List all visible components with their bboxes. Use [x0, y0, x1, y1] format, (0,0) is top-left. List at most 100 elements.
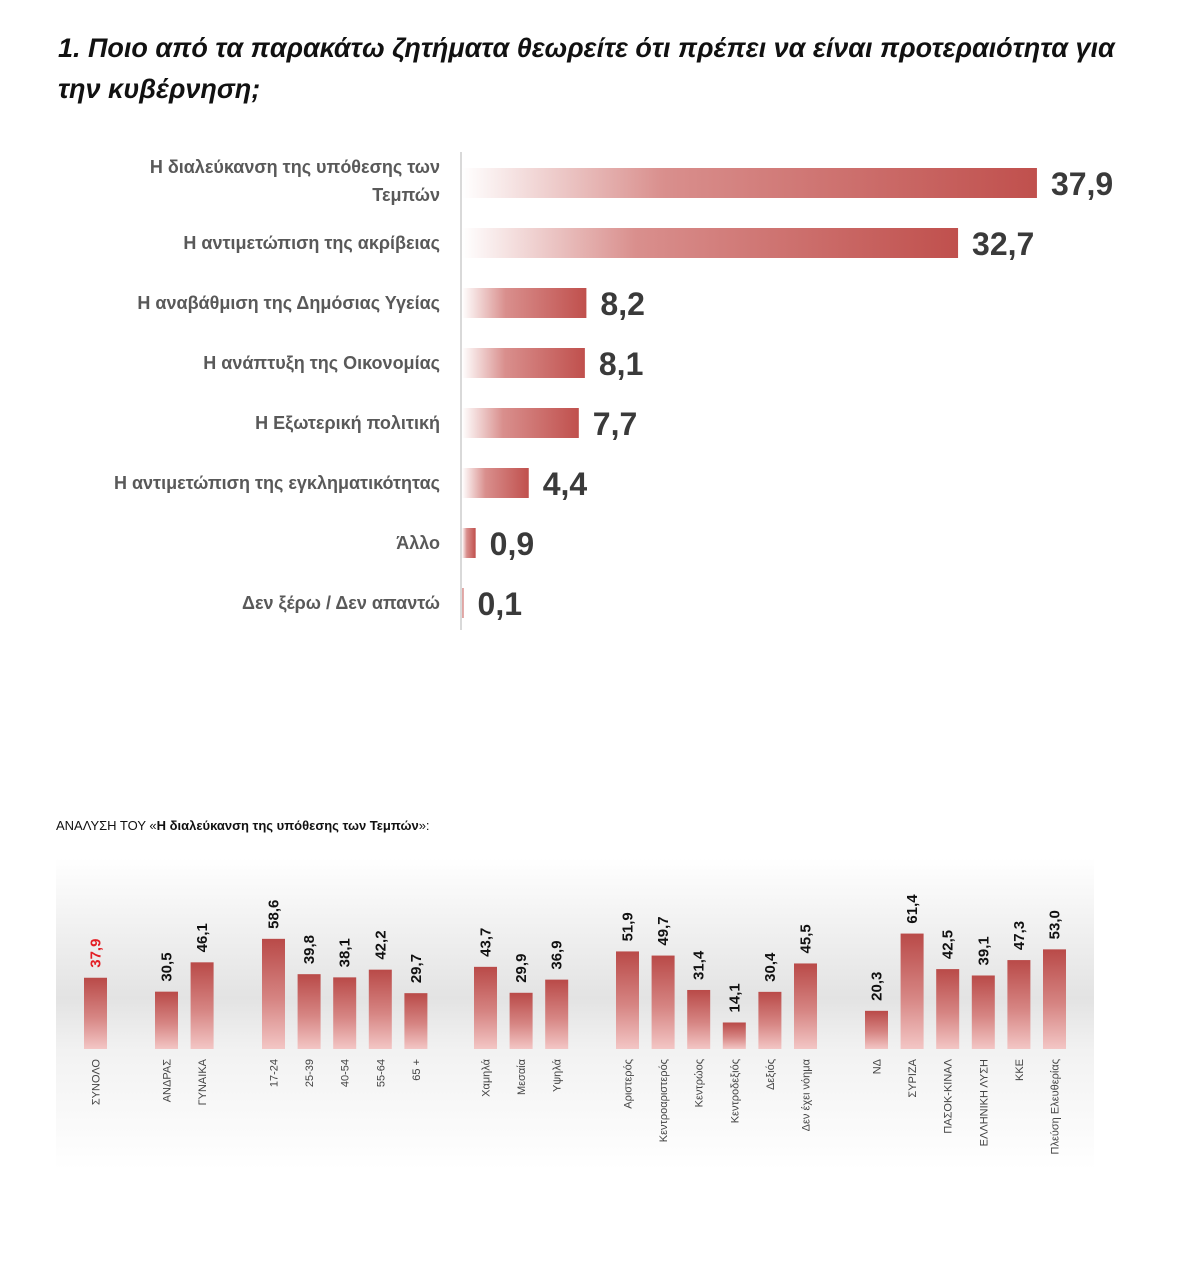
- bar-value-label: 36,9: [549, 940, 566, 969]
- bar-value-label: 42,2: [372, 930, 389, 959]
- category-label: 40-54: [340, 1059, 352, 1087]
- category-label: Άλλο: [396, 533, 440, 553]
- category-label: Δεξιός: [765, 1059, 777, 1090]
- category-label: Η αναβάθμιση της Δημόσιας Υγείας: [137, 293, 440, 313]
- category-label: Κεντροδεξιός: [729, 1059, 741, 1123]
- category-label: Η ανάπτυξη της Οικονομίας: [203, 353, 440, 374]
- bar-value-label: 32,7: [972, 226, 1034, 262]
- category-label: ΕΛΛΗΝΙΚΗ ΛΥΣΗ: [978, 1059, 990, 1146]
- category-label: Μεσαία: [516, 1058, 528, 1095]
- bar-value-label: 31,4: [691, 950, 708, 980]
- bar: [462, 468, 529, 498]
- bar: [971, 975, 995, 1049]
- bar: [722, 1022, 746, 1049]
- breakdown-subtitle-suffix: »:: [418, 818, 430, 833]
- bar: [297, 974, 321, 1049]
- bar-value-label: 14,1: [726, 983, 743, 1012]
- bar-value-label: 0,9: [490, 526, 534, 562]
- bar-value-label: 53,0: [1047, 910, 1064, 939]
- category-label: ΓΥΝΑΙΚΑ: [197, 1058, 209, 1105]
- bar-value-label: 4,4: [543, 466, 588, 502]
- bar-value-label: 42,5: [940, 930, 957, 959]
- category-label: Δεν ξέρω / Δεν απαντώ: [242, 593, 440, 614]
- category-label: Η αντιμετώπιση της ακρίβειας: [183, 233, 440, 253]
- bar-value-label: 8,2: [600, 286, 644, 322]
- bar: [936, 969, 960, 1049]
- bar-value-label: 38,1: [337, 938, 354, 967]
- breakdown-subtitle-topic: Η διαλεύκανση της υπόθεσης των Τεμπών: [156, 818, 419, 833]
- category-label: 65 +: [411, 1059, 423, 1081]
- bar: [84, 977, 107, 1049]
- category-label: ΠΑΣΟΚ-ΚΙΝΑΛ: [943, 1058, 955, 1133]
- bar-value-label: 30,5: [159, 952, 176, 981]
- bar: [545, 979, 569, 1049]
- category-label: Η διαλεύκανση της υπόθεσης των: [150, 157, 440, 177]
- bar-value-label: 43,7: [478, 928, 495, 957]
- bar-value-label: 37,9: [88, 939, 105, 968]
- category-label: Τεμπών: [372, 185, 440, 205]
- category-label: Αριστερός: [623, 1059, 635, 1109]
- bar-value-label: 37,9: [1051, 166, 1113, 202]
- bar: [509, 992, 533, 1049]
- category-label: ΑΝΔΡΑΣ: [162, 1059, 174, 1102]
- category-label: 55-64: [375, 1059, 387, 1087]
- category-label: Η Εξωτερική πολιτική: [255, 413, 440, 434]
- bar: [462, 228, 959, 258]
- bar: [462, 528, 476, 558]
- bar: [1043, 949, 1066, 1049]
- priority-bar-chart: 37,9 Η διαλεύκανση της υπόθεσης των Τεμπών…: [114, 152, 1113, 630]
- bar: [155, 991, 178, 1049]
- category-label: Κεντροαριστερός: [658, 1059, 670, 1142]
- bar-value-label: 29,7: [408, 954, 425, 983]
- bar-value-label: 61,4: [904, 894, 921, 924]
- bar-value-label: 7,7: [593, 406, 637, 442]
- bar-value-label: 51,9: [620, 912, 637, 941]
- category-label: ΣΥΡΙΖΑ: [907, 1058, 919, 1097]
- bar: [404, 993, 428, 1049]
- category-label: Η αντιμετώπιση της εγκληματικότητας: [114, 473, 440, 493]
- category-label: Υψηλά: [552, 1058, 564, 1092]
- bar: [368, 969, 392, 1049]
- page-title: 1. Ποιο από τα παρακάτω ζητήματα θεωρείτ…: [58, 33, 1115, 104]
- bar-value-label: 46,1: [194, 923, 211, 952]
- bar: [900, 933, 924, 1049]
- category-label: Δεν έχει νόημα: [801, 1058, 813, 1131]
- bar: [262, 938, 285, 1049]
- category-label: Πλεύση Ελευθερίας: [1050, 1059, 1062, 1154]
- category-label: Κεντρώος: [694, 1059, 706, 1107]
- bar: [651, 955, 675, 1049]
- bar-value-label: 49,7: [655, 916, 672, 945]
- bar: [333, 977, 357, 1049]
- bar-value-label: 39,1: [975, 936, 992, 965]
- bar-value-label: 58,6: [266, 900, 283, 929]
- category-label: Χαμηλά: [481, 1058, 493, 1096]
- breakdown-subtitle: ΑΝΑΛΥΣΗ ΤΟΥ «Η διαλεύκανση της υπόθεσης …: [56, 818, 430, 833]
- category-label: 17-24: [269, 1059, 281, 1087]
- bar-value-label: 45,5: [798, 924, 815, 953]
- bar: [462, 288, 587, 318]
- bar: [474, 966, 497, 1049]
- bar-value-label: 47,3: [1011, 921, 1028, 950]
- bar: [462, 168, 1037, 198]
- bar-value-label: 39,8: [301, 935, 318, 964]
- bar: [794, 963, 817, 1049]
- bar: [1007, 960, 1031, 1049]
- bar-value-label: 30,4: [762, 952, 779, 982]
- bar: [462, 588, 464, 618]
- bar-value-label: 29,9: [513, 954, 530, 983]
- bar: [687, 989, 711, 1049]
- bar-value-label: 0,1: [478, 586, 522, 622]
- bar: [758, 991, 782, 1049]
- category-label: ΣΥΝΟΛΟ: [91, 1059, 103, 1106]
- bar-value-label: 20,3: [869, 972, 886, 1001]
- bar-value-label: 8,1: [599, 346, 643, 382]
- breakdown-subtitle-prefix: ΑΝΑΛΥΣΗ ΤΟΥ «: [56, 818, 157, 833]
- category-label: ΚΚΕ: [1014, 1059, 1026, 1081]
- bar: [462, 408, 579, 438]
- bar: [865, 1010, 888, 1049]
- category-label: 25-39: [304, 1059, 316, 1087]
- category-label: ΝΔ: [872, 1058, 884, 1074]
- bar: [190, 962, 214, 1049]
- bar: [616, 951, 639, 1049]
